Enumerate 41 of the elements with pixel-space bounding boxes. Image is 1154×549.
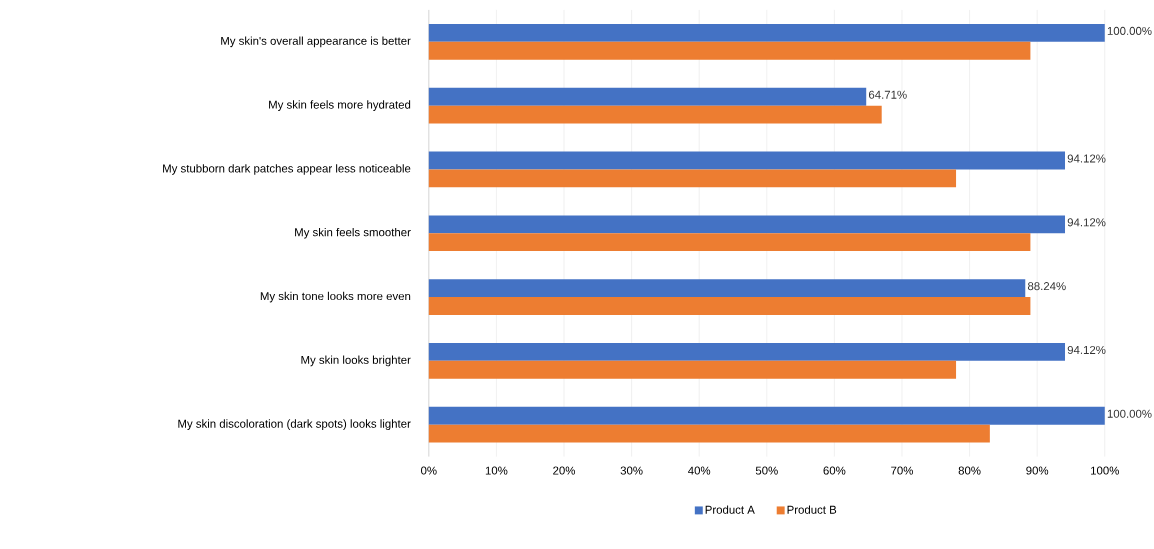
x-tick-label: 0% [421,466,437,475]
x-tick-label: 10% [485,466,508,475]
legend-label: Product A [705,505,755,514]
x-tick-label: 40% [688,466,711,475]
y-tick-label: My skin feels more hydrated [269,100,411,111]
data-label: 88.24% [1027,282,1066,291]
y-tick-label: My skin's overall appearance is better [221,36,411,48]
data-label: 94.12% [1067,154,1106,163]
x-tick-label: 20% [553,466,576,475]
y-tick-label: My skin feels smoother [295,227,411,239]
bar [428,279,1026,298]
bar [428,41,1031,60]
bar [428,406,1105,425]
x-tick-label: 60% [823,466,846,475]
x-tick-label: 70% [891,466,913,475]
data-label: 100.00% [1107,26,1152,35]
data-label: 94.12% [1067,345,1106,355]
bar [428,424,990,443]
data-label: 64.71% [868,90,907,99]
bar [428,215,1066,234]
x-tick-label: 80% [958,466,981,475]
y-tick-label: My stubborn dark patches appear less noticeable [163,164,411,175]
x-tick-label: 100% [1091,466,1119,475]
bar [428,343,1066,361]
bar [428,87,867,106]
bar [428,105,882,124]
y-tick-label: My skin discoloration (dark spots) looks lighter [178,419,411,431]
data-label: 94.12% [1067,218,1106,227]
x-tick-label: 30% [620,466,643,475]
legend-label: Product B [787,505,837,514]
bar [428,24,1105,42]
bar [428,233,1031,252]
bar [428,297,1031,315]
x-tick-label: 50% [755,466,778,475]
x-tick-label: 90% [1026,466,1049,475]
y-tick-label: My skin looks brighter [301,355,411,367]
bar [428,151,1066,170]
data-label: 100.00% [1107,409,1152,418]
bar [428,169,957,188]
bar [428,360,957,379]
y-tick-label: My skin tone looks more even [260,291,411,303]
